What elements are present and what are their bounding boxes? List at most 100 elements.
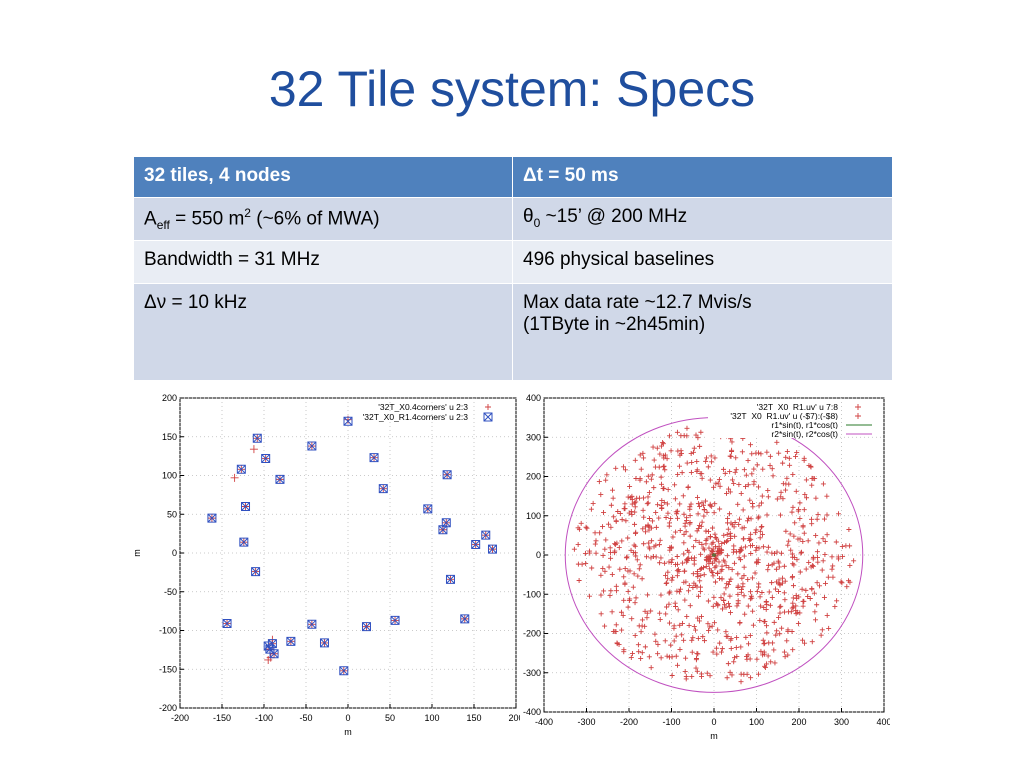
x-tick-label: 100 [424, 713, 439, 723]
data-point [747, 596, 753, 602]
data-point [794, 449, 800, 455]
data-point [699, 519, 705, 525]
data-point [814, 580, 820, 586]
data-point [616, 545, 622, 551]
data-point [756, 584, 762, 590]
data-point [756, 503, 762, 509]
data-point [679, 470, 685, 476]
theta-value: ~15’ @ 200 MHz [540, 206, 688, 227]
data-point [744, 518, 750, 524]
y-tick-label: 0 [172, 548, 177, 558]
data-point [604, 472, 610, 478]
data-point [644, 610, 650, 616]
data-point [765, 494, 771, 500]
data-point [789, 509, 795, 515]
data-point [811, 590, 817, 596]
data-point [791, 533, 797, 539]
data-point [703, 498, 709, 504]
data-rate-note: (1TByte in ~2h45min) [523, 314, 706, 336]
data-point [706, 628, 712, 634]
data-point [677, 622, 683, 628]
data-point [773, 566, 779, 572]
data-point [689, 674, 695, 680]
data-point [629, 512, 635, 518]
data-point [629, 650, 635, 656]
legend-background [708, 429, 840, 438]
data-point [774, 549, 780, 555]
data-point [664, 604, 670, 610]
data-point [691, 561, 697, 567]
data-point [693, 432, 699, 438]
data-point [783, 487, 789, 493]
data-point [733, 455, 739, 461]
data-point [814, 602, 820, 608]
data-point [275, 474, 285, 484]
data-point [765, 653, 771, 659]
data-point [813, 532, 819, 538]
data-point [609, 572, 615, 578]
data-point [682, 523, 688, 529]
data-point [487, 544, 497, 554]
data-point [598, 572, 604, 578]
data-point [673, 603, 679, 609]
data-point [694, 668, 700, 674]
data-point [678, 586, 684, 592]
data-point [698, 551, 704, 557]
data-point [738, 491, 744, 497]
data-point [640, 526, 646, 532]
data-point [633, 553, 639, 559]
data-point [709, 560, 715, 566]
data-point [729, 672, 735, 678]
data-point [613, 583, 619, 589]
data-point [655, 651, 661, 657]
aeff-subscript: eff [156, 218, 170, 233]
data-point [608, 524, 614, 530]
data-point [632, 509, 638, 515]
data-point [719, 576, 725, 582]
data-point [835, 554, 841, 560]
data-point [797, 516, 803, 522]
data-point [663, 611, 669, 617]
data-point [713, 535, 719, 541]
data-point [691, 544, 697, 550]
data-point [807, 595, 813, 601]
data-point [690, 635, 696, 641]
data-point [622, 581, 628, 587]
data-point [675, 471, 681, 477]
data-point [620, 612, 626, 618]
data-point [761, 641, 767, 647]
data-point [675, 508, 681, 514]
data-point [783, 454, 789, 460]
data-point [721, 539, 727, 545]
data-point [230, 473, 239, 482]
data-point [704, 509, 710, 515]
data-point [784, 448, 790, 454]
data-point [762, 618, 768, 624]
data-point [646, 490, 652, 496]
data-point [698, 573, 704, 579]
data-point [343, 416, 353, 426]
data-point [790, 604, 796, 610]
data-point [776, 589, 782, 595]
data-point [769, 466, 775, 472]
data-point [693, 627, 699, 633]
data-point [662, 638, 668, 644]
data-point [684, 460, 690, 466]
data-point [633, 595, 639, 601]
data-point [758, 500, 764, 506]
data-point [672, 496, 678, 502]
data-point [751, 481, 757, 487]
data-point [756, 671, 762, 677]
table-cell: θ0 ~15’ @ 200 MHz [512, 196, 893, 242]
data-point [734, 653, 740, 659]
data-point [735, 598, 741, 604]
data-point [789, 605, 795, 611]
data-point [728, 533, 734, 539]
data-point [731, 659, 737, 665]
data-point [607, 545, 613, 551]
data-point [621, 506, 627, 512]
data-point [680, 560, 686, 566]
data-point [307, 619, 317, 629]
data-point [664, 501, 670, 507]
data-point [806, 559, 812, 565]
